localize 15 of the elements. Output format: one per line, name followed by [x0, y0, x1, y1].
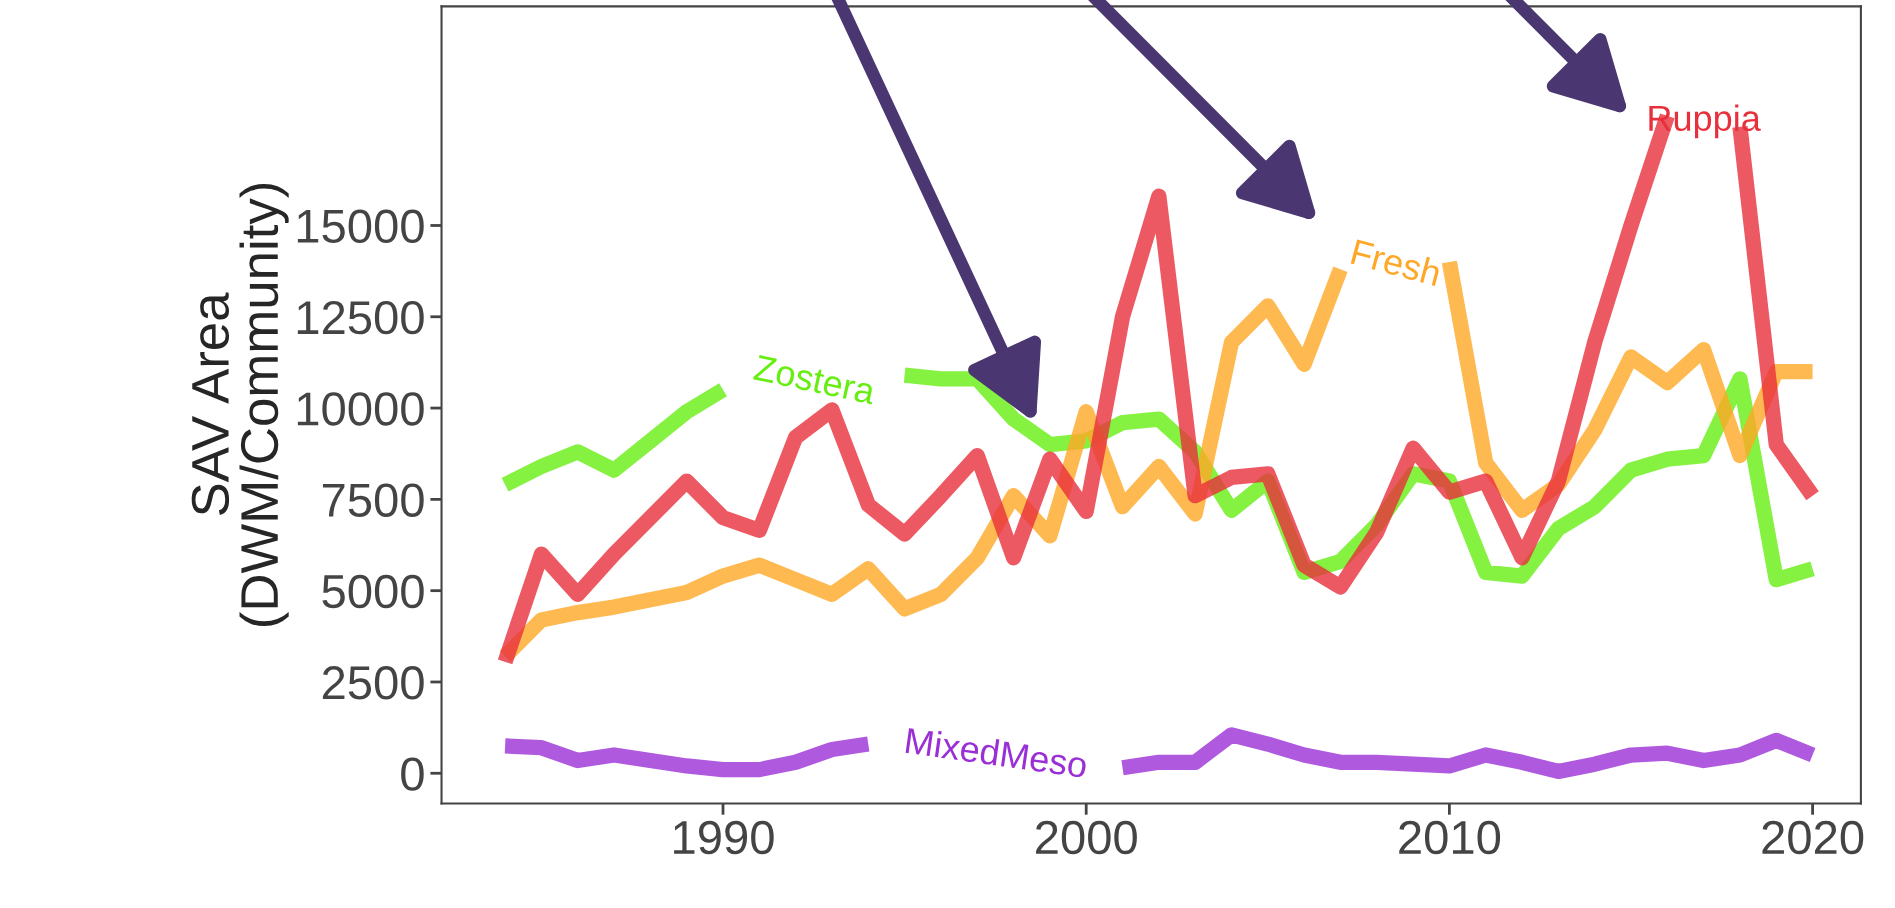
y-tick-label: 7500	[322, 483, 424, 517]
x-tick-label: 1990	[674, 820, 774, 855]
y-tick-label: 5000	[322, 574, 424, 609]
y-tick-label: 12500	[297, 300, 424, 335]
y-axis-title: SAV Area (DWM/Community)	[191, 183, 289, 626]
y-tick-label: 0	[401, 757, 424, 791]
y-tick-label: 15000	[297, 209, 424, 244]
text: MixedMeso	[905, 726, 1088, 779]
text: Fresh	[1350, 238, 1442, 287]
x-tick-label: 2010	[1399, 820, 1501, 855]
text: Zostera	[753, 354, 877, 405]
x-tick-label: 2020	[1762, 820, 1864, 855]
y-tick-label: 10000	[297, 392, 424, 426]
y-tick-label: 2500	[322, 666, 424, 700]
x-tick-label: 2000	[1036, 820, 1137, 855]
